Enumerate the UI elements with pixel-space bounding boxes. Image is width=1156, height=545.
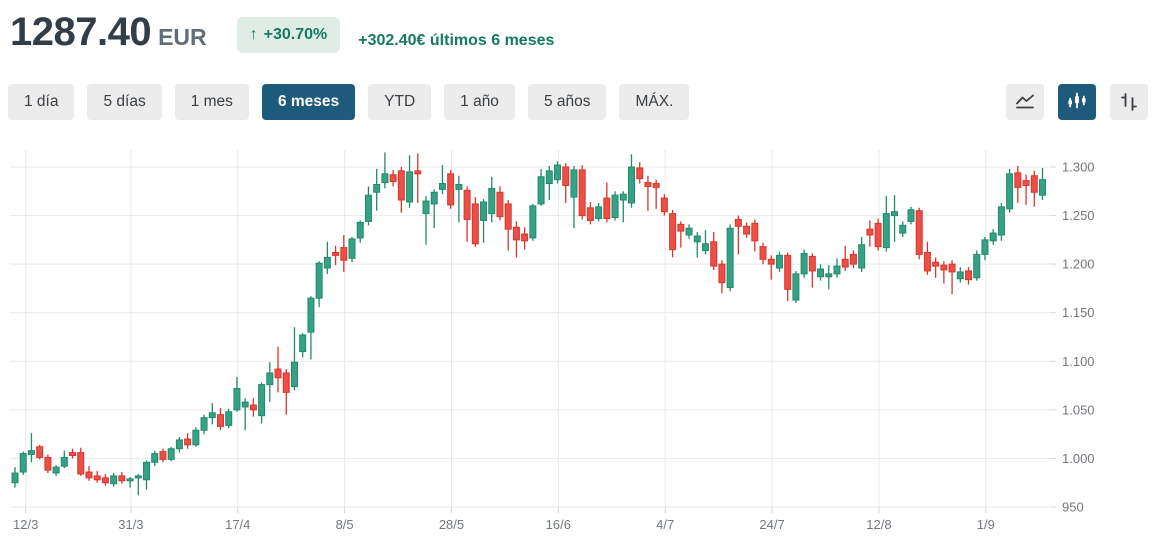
svg-text:28/5: 28/5 [439, 517, 464, 532]
svg-text:950: 950 [1062, 500, 1084, 515]
range-button-max[interactable]: MÁX. [619, 84, 690, 120]
change-amount-text: +302.40€ últimos 6 meses [358, 32, 555, 49]
svg-text:4/7: 4/7 [656, 517, 674, 532]
svg-text:12/3: 12/3 [13, 517, 38, 532]
candlestick-icon [1065, 90, 1089, 114]
range-button-ytd[interactable]: YTD [368, 84, 432, 120]
svg-text:1.150: 1.150 [1062, 305, 1095, 320]
svg-text:8/5: 8/5 [336, 517, 354, 532]
svg-text:16/6: 16/6 [546, 517, 571, 532]
range-selector: 1 día 5 días 1 mes 6 meses YTD 1 año 5 a… [8, 84, 690, 120]
svg-text:1.250: 1.250 [1062, 208, 1095, 223]
svg-text:1.300: 1.300 [1062, 160, 1095, 175]
svg-text:1.100: 1.100 [1062, 354, 1095, 369]
chart-canvas: 1.300 1.250 1.200 1.150 1.100 1.050 1.000 950 12… [10, 150, 1095, 532]
price-header: 1287.40 EUR ↑ +30.70% +302.40€ últimos 6… [10, 10, 554, 59]
change-percent-badge: ↑ +30.70% [236, 17, 341, 53]
candlestick-chart[interactable]: 1.300 1.250 1.200 1.150 1.100 1.050 1.000 950 12… [0, 140, 1156, 540]
svg-text:1.200: 1.200 [1062, 257, 1095, 272]
change-percent-value: +30.70% [263, 26, 328, 43]
svg-text:1.050: 1.050 [1062, 402, 1095, 417]
range-button-5-dias[interactable]: 5 días [87, 84, 162, 120]
candlestick-chart-button[interactable] [1058, 84, 1096, 120]
ohlc-bars-icon [1117, 90, 1141, 114]
line-chart-button[interactable] [1006, 84, 1044, 120]
svg-text:12/8: 12/8 [866, 517, 891, 532]
svg-text:24/7: 24/7 [759, 517, 784, 532]
range-button-6-meses[interactable]: 6 meses [261, 84, 356, 120]
svg-text:1/9: 1/9 [977, 517, 995, 532]
chart-type-selector [1006, 84, 1148, 120]
chart-toolbar: 1 día 5 días 1 mes 6 meses YTD 1 año 5 a… [8, 84, 1148, 120]
up-arrow-icon: ↑ [249, 26, 258, 43]
svg-text:31/3: 31/3 [118, 517, 143, 532]
ohlc-chart-button[interactable] [1110, 84, 1148, 120]
range-button-1-mes[interactable]: 1 mes [174, 84, 249, 120]
current-price: 1287.40 [10, 10, 152, 54]
range-button-1-dia[interactable]: 1 día [8, 84, 75, 120]
currency-label: EUR [158, 24, 207, 50]
svg-text:17/4: 17/4 [225, 517, 250, 532]
range-button-5-anos[interactable]: 5 años [527, 84, 607, 120]
line-chart-icon [1013, 90, 1037, 114]
range-button-1-ano[interactable]: 1 año [444, 84, 515, 120]
svg-text:1.000: 1.000 [1062, 451, 1095, 466]
